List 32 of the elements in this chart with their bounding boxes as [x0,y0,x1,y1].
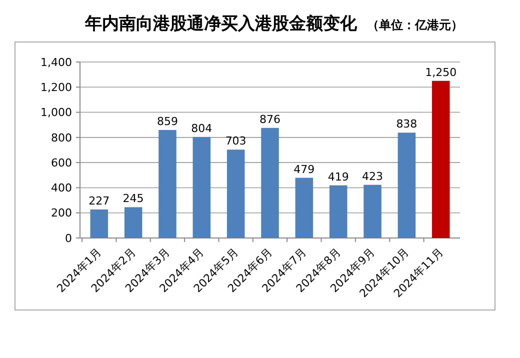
bar [192,136,211,238]
data-label: 245 [122,192,144,206]
data-label: 859 [156,115,178,128]
y-tick-label: 400 [51,182,72,195]
data-label: 838 [396,118,418,131]
y-tick-label: 200 [51,206,72,220]
y-tick-label: 1,200 [40,80,72,94]
data-label: 423 [362,170,384,183]
bar [329,185,348,238]
bar [261,128,279,238]
bar [158,130,176,238]
data-label: 804 [191,122,212,135]
bar [226,150,245,238]
y-tick-label: 1,000 [40,106,72,120]
bar [295,178,314,238]
data-label: 227 [88,194,110,208]
chart-subtitle: （单位：亿港元） [367,18,463,32]
bar [364,184,382,238]
data-label: 419 [328,170,349,184]
bar [90,209,108,238]
data-label: 876 [260,112,280,126]
y-tick-label: 0 [65,232,72,245]
chart-title: 年内南向港股通净买入港股金额变化 [85,14,357,34]
y-tick-label: 800 [51,131,72,144]
bar [432,80,450,238]
data-label: 479 [294,162,315,176]
bar [124,207,142,238]
bar [398,132,416,238]
data-label: 703 [225,134,246,148]
y-tick-label: 600 [51,156,72,170]
y-tick-label: 1,400 [40,56,72,69]
data-label: 1,250 [425,66,457,79]
